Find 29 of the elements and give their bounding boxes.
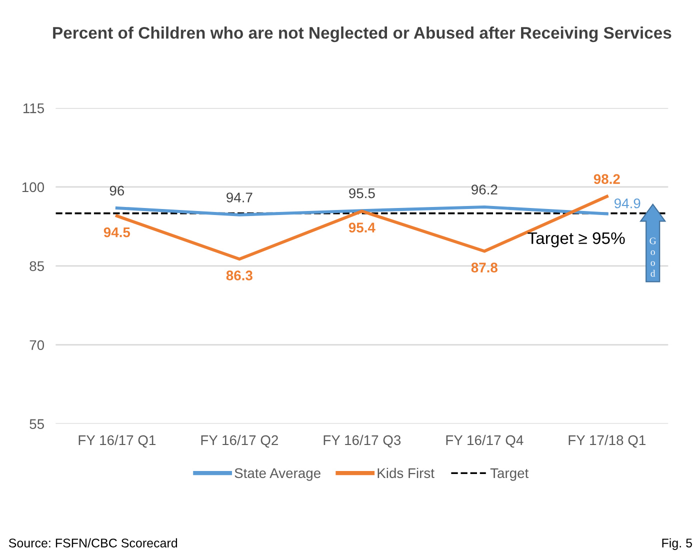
caption: Fig. 5 [662, 538, 692, 550]
data-label: 95.5 [349, 188, 375, 198]
x-tick-label: FY 16/17 Q2 [201, 434, 278, 448]
source-note: Source: FSFN/CBC Scorecard [8, 538, 178, 548]
data-label: 87.8 [471, 262, 498, 272]
data-label: 95.4 [348, 222, 376, 232]
data-label: 94.7 [226, 192, 252, 202]
data-label: 96 [110, 186, 124, 196]
data-label: 86.3 [226, 270, 252, 280]
annotation: Good [650, 238, 656, 277]
annotation: Target ≥ 95% [528, 232, 625, 248]
chart-title: Percent of Children who are not Neglected or Abused after Receiving Services [53, 26, 672, 42]
y-tick-label: 70 [30, 340, 44, 350]
line-series [115, 205, 608, 216]
legend-label: State Average [234, 468, 320, 481]
data-label: 96.2 [472, 184, 498, 195]
y-tick-label: 100 [22, 182, 44, 192]
x-tick-label: FY 16/17 Q4 [446, 434, 524, 448]
data-label: 94.9 [614, 198, 640, 208]
x-tick-label: FY 16/17 Q1 [78, 434, 156, 448]
x-tick-label: FY 16/17 Q3 [324, 434, 401, 448]
y-tick-label: 55 [30, 419, 44, 429]
y-tick-label: 85 [30, 261, 44, 272]
data-label: 98.2 [594, 174, 620, 184]
data-label: 94.5 [104, 227, 130, 238]
x-tick-label: FY 17/18 Q1 [568, 434, 646, 448]
legend-label: Kids First [378, 468, 434, 478]
y-tick-label: 115 [23, 104, 44, 114]
legend-label: Target [490, 468, 529, 481]
